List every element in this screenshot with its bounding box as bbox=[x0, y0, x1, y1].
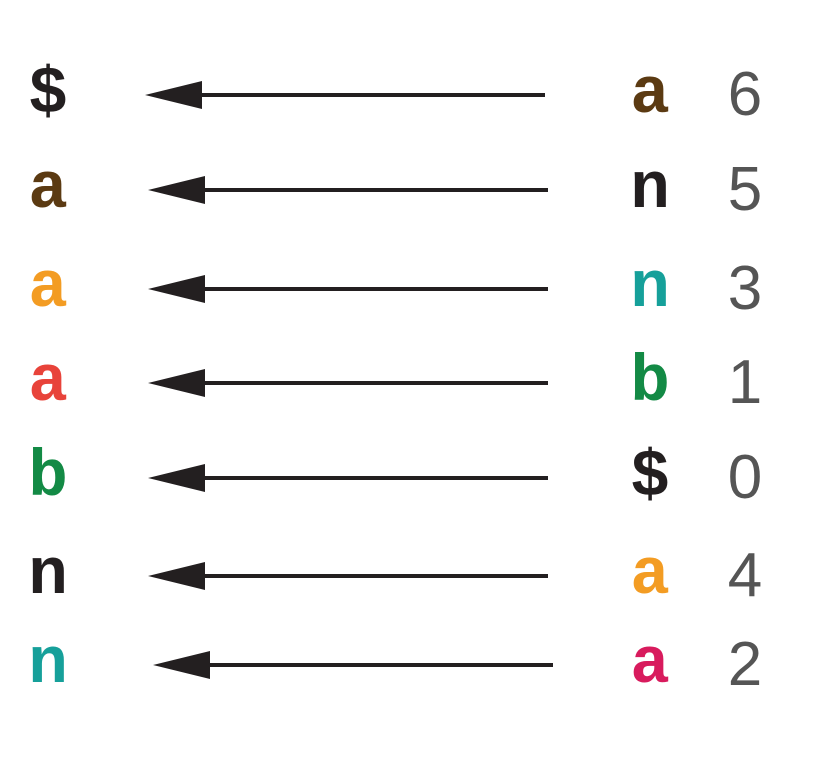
arrow-head bbox=[153, 651, 210, 679]
arrow-head bbox=[148, 464, 205, 492]
left-char: n bbox=[18, 620, 78, 710]
arrow-left bbox=[145, 463, 565, 493]
arrow-left bbox=[145, 561, 565, 591]
right-char: a bbox=[620, 50, 680, 140]
mapping-row-4: b $ 0 bbox=[0, 433, 835, 523]
mapping-row-3: a b 1 bbox=[0, 338, 835, 428]
mapping-row-1: a n 5 bbox=[0, 145, 835, 235]
right-char: n bbox=[620, 244, 680, 334]
arrow-left bbox=[150, 650, 570, 680]
mapping-row-5: n a 4 bbox=[0, 531, 835, 621]
arrow-head bbox=[148, 176, 205, 204]
arrow-head bbox=[148, 275, 205, 303]
left-char: $ bbox=[18, 50, 78, 140]
arrow-head bbox=[145, 81, 202, 109]
arrow-left bbox=[145, 368, 565, 398]
arrow-left bbox=[145, 274, 565, 304]
mapping-row-2: a n 3 bbox=[0, 244, 835, 334]
right-char: n bbox=[620, 145, 680, 235]
left-char: b bbox=[18, 433, 78, 523]
arrow-left bbox=[145, 175, 565, 205]
arrow-head bbox=[148, 562, 205, 590]
mapping-row-6: n a 2 bbox=[0, 620, 835, 710]
arrow-left bbox=[142, 80, 562, 110]
left-char: n bbox=[18, 531, 78, 621]
row-index: 0 bbox=[715, 433, 775, 523]
row-index: 1 bbox=[715, 338, 775, 428]
right-char: a bbox=[620, 531, 680, 621]
row-index: 5 bbox=[715, 145, 775, 235]
left-char: a bbox=[18, 338, 78, 428]
left-char: a bbox=[18, 145, 78, 235]
left-char: a bbox=[18, 244, 78, 334]
arrow-head bbox=[148, 369, 205, 397]
right-char: a bbox=[620, 620, 680, 710]
row-index: 2 bbox=[715, 620, 775, 710]
row-index: 6 bbox=[715, 50, 775, 140]
right-char: b bbox=[620, 338, 680, 428]
mapping-row-0: $ a 6 bbox=[0, 50, 835, 140]
row-index: 3 bbox=[715, 244, 775, 334]
right-char: $ bbox=[620, 433, 680, 523]
row-index: 4 bbox=[715, 531, 775, 621]
